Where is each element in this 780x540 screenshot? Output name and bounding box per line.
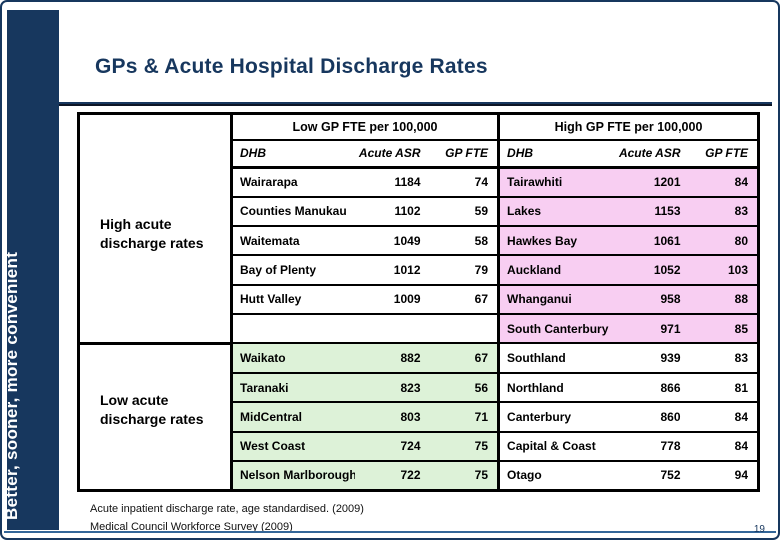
dhb-name-cell: Capital & Coast <box>498 430 615 462</box>
gp-fte-cell <box>438 313 501 345</box>
table-row: Taranaki 823 56 Northland 866 81 <box>79 371 759 404</box>
acute-asr-cell: 1184 <box>354 166 439 198</box>
dhb-name-cell: Counties Manukau <box>231 195 355 227</box>
dhb-name-cell: Tairawhiti <box>498 166 615 198</box>
acute-asr-cell: 1102 <box>354 195 439 227</box>
acute-asr-cell: 1061 <box>614 224 699 257</box>
dhb-name-cell: Waitemata <box>231 224 355 257</box>
acute-asr-cell: 752 <box>614 459 699 492</box>
dhb-name-cell: Nelson Marlborough <box>231 459 355 492</box>
gp-fte-cell: 67 <box>438 342 501 374</box>
acute-asr-cell: 971 <box>614 313 699 345</box>
acute-asr-cell: 882 <box>354 342 439 374</box>
column-header-asr-right: Acute ASR <box>614 138 699 169</box>
gp-fte-cell: 83 <box>698 195 759 227</box>
acute-asr-cell: 1153 <box>614 195 699 227</box>
column-header-fte-left: GP FTE <box>438 138 501 169</box>
gp-fte-cell: 75 <box>438 459 501 492</box>
dhb-comparison-table: High acute discharge rates Low GP FTE pe… <box>77 112 761 492</box>
group-header-low-gp: Low GP FTE per 100,000 <box>231 112 501 141</box>
gp-fte-cell: 81 <box>698 371 759 404</box>
gp-fte-cell: 74 <box>438 166 501 198</box>
gp-fte-cell: 67 <box>438 283 501 316</box>
footnote-discharge-rate: Acute inpatient discharge rate, age stan… <box>90 503 364 515</box>
column-header-asr-left: Acute ASR <box>354 138 439 169</box>
gp-fte-cell: 103 <box>698 254 759 286</box>
acute-asr-cell: 724 <box>354 430 439 462</box>
table-row: Bay of Plenty 1012 79 Auckland 1052 103 <box>79 254 759 286</box>
acute-asr-cell: 722 <box>354 459 439 492</box>
acute-asr-cell <box>354 313 439 345</box>
gp-fte-cell: 71 <box>438 401 501 433</box>
dhb-name-cell: Waikato <box>231 342 355 374</box>
bottom-divider-line <box>4 531 776 533</box>
gp-fte-cell: 80 <box>698 224 759 257</box>
gp-fte-cell: 84 <box>698 401 759 433</box>
acute-asr-cell: 860 <box>614 401 699 433</box>
gp-fte-cell: 84 <box>698 166 759 198</box>
gp-fte-cell: 83 <box>698 342 759 374</box>
dhb-name-cell: South Canterbury <box>498 313 615 345</box>
column-header-fte-right: GP FTE <box>698 138 759 169</box>
table-row: Nelson Marlborough 722 75 Otago 752 94 <box>79 459 759 492</box>
row-group-label-low-acute: Low acute discharge rates <box>78 342 233 492</box>
page-title: GPs & Acute Hospital Discharge Rates <box>95 55 488 78</box>
table-row: Counties Manukau 1102 59 Lakes 1153 83 <box>79 195 759 227</box>
dhb-name-cell: Northland <box>498 371 615 404</box>
dhb-name-cell: Bay of Plenty <box>231 254 355 286</box>
gp-fte-cell: 88 <box>698 283 759 316</box>
gp-fte-cell: 75 <box>438 430 501 462</box>
dhb-name-cell: MidCentral <box>231 401 355 433</box>
gp-fte-cell: 85 <box>698 313 759 345</box>
acute-asr-cell: 1049 <box>354 224 439 257</box>
table-row: South Canterbury 971 85 <box>79 313 759 345</box>
acute-asr-cell: 823 <box>354 371 439 404</box>
column-header-dhb-right: DHB <box>498 138 615 169</box>
dhb-name-cell: West Coast <box>231 430 355 462</box>
table-row: West Coast 724 75 Capital & Coast 778 84 <box>79 430 759 462</box>
acute-asr-cell: 1201 <box>614 166 699 198</box>
dhb-name-cell: Southland <box>498 342 615 374</box>
column-header-dhb-left: DHB <box>231 138 355 169</box>
gp-fte-cell: 58 <box>438 224 501 257</box>
acute-asr-cell: 1052 <box>614 254 699 286</box>
acute-asr-cell: 958 <box>614 283 699 316</box>
dhb-name-cell: Hutt Valley <box>231 283 355 316</box>
page-number: 19 <box>753 524 765 535</box>
table-row: Wairarapa 1184 74 Tairawhiti 1201 84 <box>79 166 759 198</box>
table-row: Waitemata 1049 58 Hawkes Bay 1061 80 <box>79 224 759 257</box>
gp-fte-cell: 56 <box>438 371 501 404</box>
dhb-name-cell: Hawkes Bay <box>498 224 615 257</box>
column-header-row: DHB Acute ASR GP FTE DHB Acute ASR GP FT… <box>79 138 759 169</box>
dhb-name-cell: Wairarapa <box>231 166 355 198</box>
group-header-row: High acute discharge rates Low GP FTE pe… <box>78 112 759 345</box>
acute-asr-cell: 803 <box>354 401 439 433</box>
gp-fte-cell: 84 <box>698 430 759 462</box>
dhb-name-cell: Auckland <box>498 254 615 286</box>
acute-asr-cell: 866 <box>614 371 699 404</box>
acute-asr-cell: 1009 <box>354 283 439 316</box>
table-row: MidCentral 803 71 Canterbury 860 84 <box>79 401 759 433</box>
sidebar-slogan: Better, sooner, more convenient <box>2 251 21 520</box>
group-header-high-gp: High GP FTE per 100,000 <box>498 112 759 141</box>
gp-fte-cell: 94 <box>698 459 759 492</box>
dhb-name-cell: Whanganui <box>498 283 615 316</box>
sidebar-band: Better, sooner, more convenient <box>2 10 59 530</box>
acute-asr-cell: 939 <box>614 342 699 374</box>
acute-asr-cell: 778 <box>614 430 699 462</box>
acute-asr-cell: 1012 <box>354 254 439 286</box>
table-row: Low acute discharge rates Waikato 882 67… <box>78 342 759 492</box>
title-underline <box>59 102 772 106</box>
dhb-name-cell: Taranaki <box>231 371 355 404</box>
gp-fte-cell: 59 <box>438 195 501 227</box>
dhb-name-cell: Lakes <box>498 195 615 227</box>
footnote-workforce-survey: Medical Council Workforce Survey (2009) <box>90 521 293 533</box>
row-group-label-high-acute: High acute discharge rates <box>78 112 233 345</box>
dhb-name-cell: Canterbury <box>498 401 615 433</box>
table-row: Hutt Valley 1009 67 Whanganui 958 88 <box>79 283 759 316</box>
dhb-name-cell <box>231 313 355 345</box>
gp-fte-cell: 79 <box>438 254 501 286</box>
dhb-name-cell: Otago <box>498 459 615 492</box>
